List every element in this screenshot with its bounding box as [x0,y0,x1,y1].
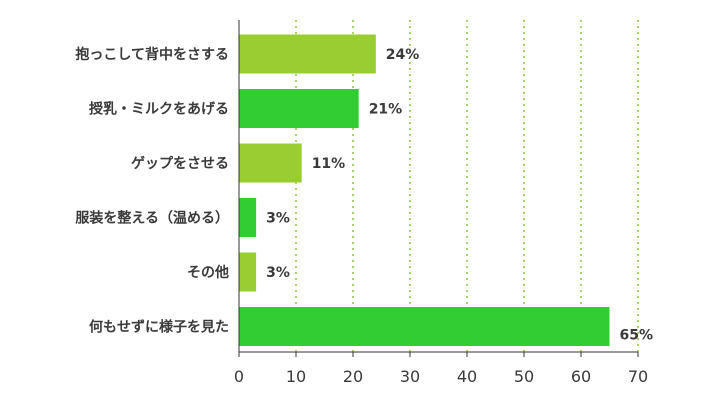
bar [239,198,257,237]
bar [239,89,359,128]
x-tick-label: 10 [286,367,306,386]
x-tick-label: 60 [571,367,591,386]
x-tick-label: 30 [400,367,420,386]
category-label: 授乳・ミルクをあげる [89,101,229,118]
bar [239,307,610,346]
category-label: 何もせずに様子を見た [89,319,229,336]
data-label: 24% [386,47,420,63]
axes [238,20,639,357]
category-label: ゲップをさせる [131,155,229,172]
category-label: 服装を整える（温める） [75,210,229,227]
x-tick-label: 20 [343,367,363,386]
x-tick-label: 70 [628,367,648,386]
x-tick-label: 0 [234,367,244,386]
category-label: その他 [187,264,229,281]
data-label: 3% [266,211,290,227]
labels: 0 10 20 30 40 50 60 70 抱っこして背中をさする 24% 授乳・ミルクをあげる 2… [75,46,653,386]
category-label: 抱っこして背中をさする [75,46,229,63]
data-label: 65% [620,328,654,344]
bar [239,143,302,183]
bar [239,34,376,74]
bars [239,34,610,346]
data-label: 3% [266,265,290,281]
gridlines [295,20,639,352]
data-label: 21% [369,102,403,118]
data-label: 11% [312,156,346,172]
x-tick-label: 40 [457,367,477,386]
x-tick-label: 50 [514,367,534,386]
bar [239,252,257,292]
